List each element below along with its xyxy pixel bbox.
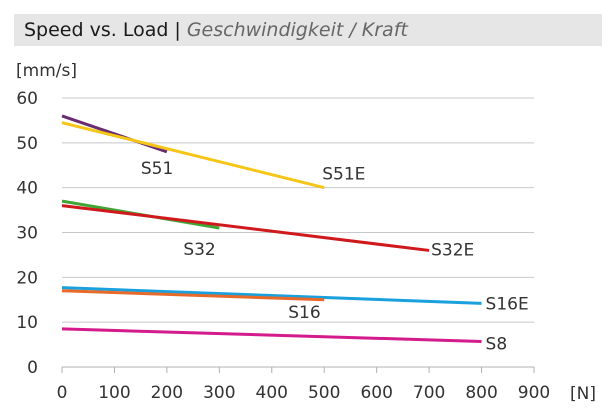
y-tick-label: 0	[27, 358, 38, 378]
y-tick-label: 30	[16, 224, 38, 244]
x-tick-label: 800	[465, 383, 497, 403]
series-label-s16e: S16E	[486, 294, 529, 314]
series-label-s51: S51	[141, 159, 173, 179]
series-label-s51e: S51E	[322, 165, 365, 185]
x-tick-label: 600	[360, 383, 392, 403]
chart-subtitle: Geschwindigkeit / Kraft	[186, 19, 408, 41]
series-line-s32e	[61, 204, 430, 252]
x-axis-unit-label: [N]	[570, 384, 596, 404]
y-tick-label: 60	[16, 89, 38, 109]
x-tick-label: 0	[57, 383, 68, 403]
series-label-s32e: S32E	[431, 240, 474, 260]
chart-title-bar: Speed vs. Load | Geschwindigkeit / Kraft	[14, 14, 602, 46]
grid-lines	[62, 97, 534, 368]
x-tick-label: 500	[308, 383, 340, 403]
series-line-s51	[61, 114, 168, 154]
series-line-s16e	[61, 286, 482, 305]
y-tick-label: 50	[16, 134, 38, 154]
x-tick-label: 900	[518, 383, 550, 403]
series-label-s16: S16	[288, 303, 320, 323]
x-tick-label: 200	[151, 383, 183, 403]
y-tick-label: 20	[16, 268, 38, 288]
series-line-s51e	[61, 121, 325, 190]
x-tick-label: 100	[98, 383, 130, 403]
y-axis-unit-label: [mm/s]	[16, 61, 77, 81]
series-line-s8	[61, 327, 482, 343]
y-tick-label: 10	[16, 313, 38, 333]
series-label-s8: S8	[486, 334, 508, 354]
series-line-s16	[61, 289, 325, 302]
title-separator: |	[174, 19, 181, 41]
x-tick-label: 300	[203, 383, 235, 403]
series-lines	[61, 114, 482, 343]
series-label-s32: S32	[183, 240, 215, 260]
x-tick-label: 700	[413, 383, 445, 403]
series-labels: S51 S51E S32 S32E S16E S16 S8	[141, 159, 529, 355]
y-tick-label: 40	[16, 179, 38, 199]
chart-title: Speed vs. Load	[24, 19, 169, 41]
x-tick-label: 400	[256, 383, 288, 403]
